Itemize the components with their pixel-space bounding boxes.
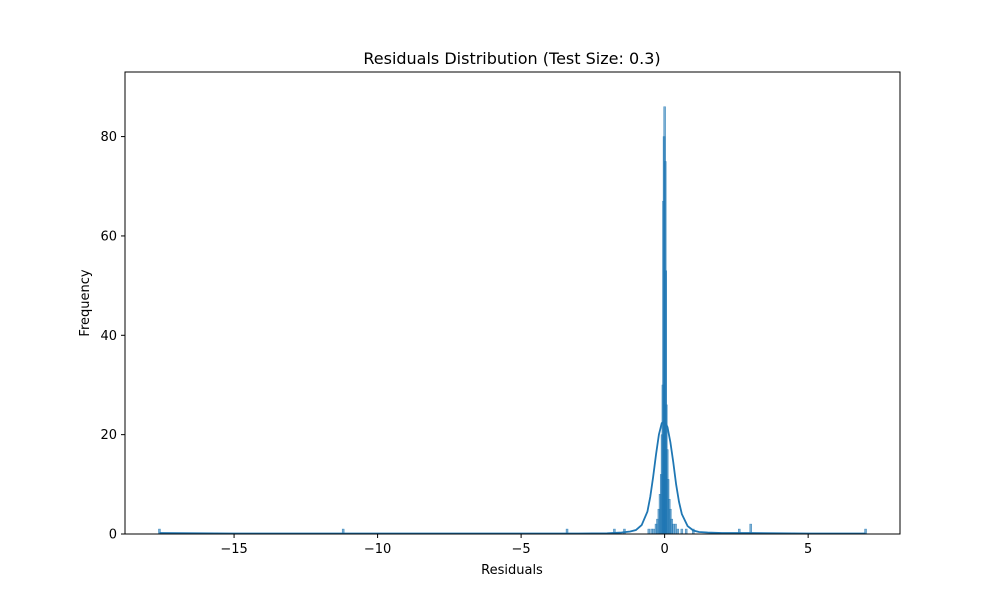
histogram-bar-28 xyxy=(676,528,680,535)
plot-area xyxy=(158,106,867,535)
histogram-bar-29 xyxy=(680,528,684,535)
y-tick-label: 0 xyxy=(109,528,117,543)
y-axis: 0 20 40 60 80 xyxy=(100,130,125,543)
histogram-bar-30 xyxy=(684,528,688,535)
x-tick-label: 5 xyxy=(804,542,812,557)
y-axis-label: Frequency xyxy=(78,269,93,336)
histogram-bar-5 xyxy=(647,528,651,535)
histogram-bar-27 xyxy=(674,523,677,535)
axes-frame xyxy=(124,71,901,535)
y-tick-label: 20 xyxy=(100,428,117,443)
histogram-bar-26 xyxy=(672,523,675,535)
y-tick-label: 60 xyxy=(100,229,117,244)
kde-line xyxy=(159,419,866,535)
x-tick-label: −5 xyxy=(512,542,531,557)
x-tick-label: 0 xyxy=(660,542,668,557)
histogram-bar-6 xyxy=(650,528,653,535)
histogram-bar-7 xyxy=(652,528,655,535)
y-tick-label: 80 xyxy=(100,130,117,145)
y-tick-label: 40 xyxy=(100,329,117,344)
chart-title: Residuals Distribution (Test Size: 0.3) xyxy=(363,49,660,68)
x-axis-label: Residuals xyxy=(481,563,543,578)
x-axis: −15 −10 −5 0 5 xyxy=(220,534,812,557)
x-tick-label: −10 xyxy=(364,542,391,557)
x-tick-label: −15 xyxy=(220,542,247,557)
